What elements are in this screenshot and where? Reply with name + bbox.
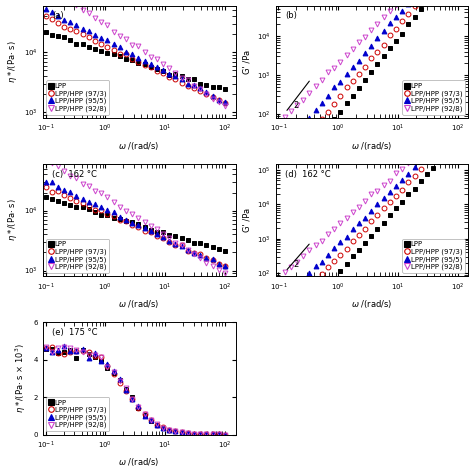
Text: (d)  162 °C: (d) 162 °C xyxy=(285,170,331,179)
Text: (c)  162 °C: (c) 162 °C xyxy=(53,170,97,179)
X-axis label: $\omega$ /(rad/s): $\omega$ /(rad/s) xyxy=(118,140,160,152)
Y-axis label: $\eta$ */(Pa$\cdot$ s $\times$ 10$^{3}$): $\eta$ */(Pa$\cdot$ s $\times$ 10$^{3}$) xyxy=(13,344,28,413)
Y-axis label: G' /Pa: G' /Pa xyxy=(243,208,252,232)
Legend: LPP, LPP/HPP (97/3), LPP/HPP (95/5), LPP/HPP (92/8): LPP, LPP/HPP (97/3), LPP/HPP (95/5), LPP… xyxy=(46,80,109,115)
Legend: LPP, LPP/HPP (97/3), LPP/HPP (95/5), LPP/HPP (92/8): LPP, LPP/HPP (97/3), LPP/HPP (95/5), LPP… xyxy=(402,239,465,273)
Y-axis label: G' /Pa: G' /Pa xyxy=(243,50,252,74)
X-axis label: $\omega$ /(rad/s): $\omega$ /(rad/s) xyxy=(351,140,393,152)
X-axis label: $\omega$ /(rad/s): $\omega$ /(rad/s) xyxy=(118,456,160,468)
Text: 2: 2 xyxy=(294,260,299,269)
Legend: LPP, LPP/HPP (97/3), LPP/HPP (95/5), LPP/HPP (92/8): LPP, LPP/HPP (97/3), LPP/HPP (95/5), LPP… xyxy=(402,80,465,115)
Y-axis label: $\eta$ */(Pa$\cdot$ s): $\eta$ */(Pa$\cdot$ s) xyxy=(6,40,18,83)
Text: (a): (a) xyxy=(53,11,64,20)
Text: 2: 2 xyxy=(294,101,299,110)
Text: (e)  175 °C: (e) 175 °C xyxy=(53,328,98,337)
X-axis label: $\omega$ /(rad/s): $\omega$ /(rad/s) xyxy=(351,298,393,310)
Y-axis label: $\eta$ */(Pa$\cdot$ s): $\eta$ */(Pa$\cdot$ s) xyxy=(6,199,18,241)
X-axis label: $\omega$ /(rad/s): $\omega$ /(rad/s) xyxy=(118,298,160,310)
Text: (b): (b) xyxy=(285,11,297,20)
Legend: LPP, LPP/HPP (97/3), LPP/HPP (95/5), LPP/HPP (92/8): LPP, LPP/HPP (97/3), LPP/HPP (95/5), LPP… xyxy=(46,397,109,431)
Legend: LPP, LPP/HPP (97/3), LPP/HPP (95/5), LPP/HPP (92/8): LPP, LPP/HPP (97/3), LPP/HPP (95/5), LPP… xyxy=(46,239,109,273)
